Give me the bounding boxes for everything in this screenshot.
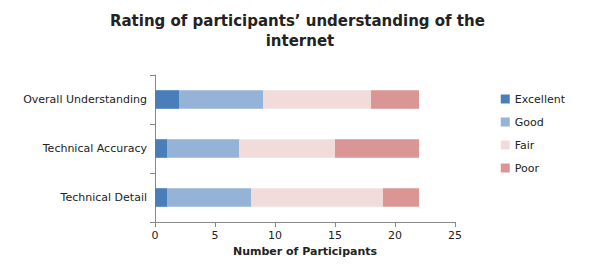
svg-text:25: 25 (448, 229, 462, 242)
svg-text:Number of Participants: Number of Participants (233, 245, 378, 258)
svg-text:0: 0 (152, 229, 159, 242)
svg-text:10: 10 (268, 229, 282, 242)
svg-text:20: 20 (388, 229, 402, 242)
svg-text:Technical Detail: Technical Detail (60, 191, 147, 204)
svg-text:internet: internet (266, 32, 335, 50)
svg-text:15: 15 (328, 229, 342, 242)
svg-text:Excellent: Excellent (515, 93, 566, 106)
svg-text:5: 5 (212, 229, 219, 242)
svg-text:Overall Understanding: Overall Understanding (23, 93, 147, 106)
svg-text:Rating of participants’ unders: Rating of participants’ understanding of… (110, 12, 490, 30)
svg-text:Good: Good (515, 116, 544, 129)
svg-text:Poor: Poor (515, 162, 540, 175)
svg-text:Fair: Fair (515, 139, 535, 152)
svg-text:Technical Accuracy: Technical Accuracy (42, 142, 148, 155)
